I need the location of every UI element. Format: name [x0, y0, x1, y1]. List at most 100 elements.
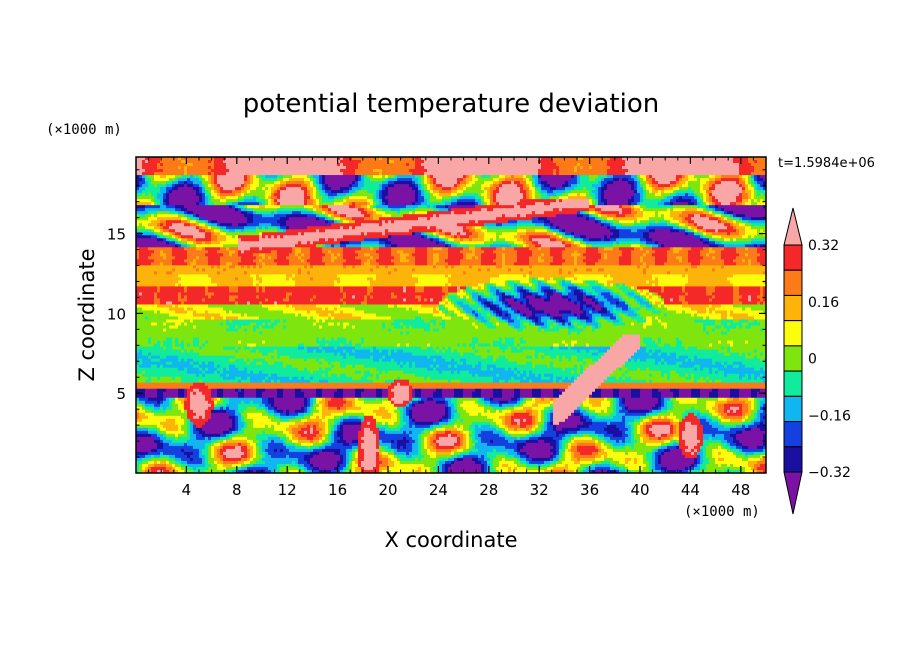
contour-cell	[289, 178, 305, 182]
contour-cell	[577, 175, 581, 179]
contour-cell	[661, 244, 665, 248]
contour-cell	[661, 190, 665, 194]
contour-cell	[301, 187, 308, 191]
contour-cell	[421, 298, 425, 303]
contour-cell	[316, 388, 323, 393]
contour-cell	[367, 196, 374, 200]
contour-cell	[580, 319, 587, 324]
contour-cell	[166, 388, 179, 393]
contour-cell	[469, 295, 473, 300]
contour-cell	[382, 187, 386, 191]
contour-cell	[631, 358, 635, 363]
contour-cell	[370, 292, 392, 297]
contour-cell	[379, 190, 383, 194]
contour-cell	[310, 184, 314, 188]
contour-cell	[193, 343, 200, 348]
contour-cell	[532, 238, 551, 242]
contour-cell	[745, 184, 749, 188]
contour-cell	[742, 199, 749, 203]
contour-cell	[445, 202, 452, 206]
contour-cell	[208, 304, 263, 309]
contour-cell	[175, 235, 179, 239]
contour-cell	[172, 190, 197, 194]
contour-cell	[409, 361, 413, 366]
contour-cell	[433, 190, 440, 194]
contour-cell	[586, 196, 593, 200]
contour-cell	[265, 187, 269, 191]
contour-cell	[532, 391, 542, 396]
contour-cell	[232, 253, 239, 257]
contour-cell	[634, 220, 638, 224]
contour-cell	[214, 232, 221, 236]
contour-cell	[442, 304, 446, 309]
contour-cell	[187, 214, 194, 218]
contour-cell	[568, 325, 575, 330]
contour-cell	[505, 340, 515, 345]
contour-cell	[550, 238, 557, 242]
contour-cell	[748, 340, 766, 345]
contour-cell	[397, 349, 404, 354]
contour-cell	[721, 250, 737, 254]
contour-cell	[199, 373, 203, 378]
contour-cell	[538, 316, 542, 321]
contour-cell	[352, 340, 362, 345]
contour-cell	[676, 361, 683, 366]
contour-cell	[421, 181, 425, 185]
contour-cell	[514, 337, 521, 342]
contour-cell	[544, 289, 554, 294]
contour-cell	[418, 277, 449, 281]
contour-cell	[229, 400, 242, 405]
contour-cell	[241, 208, 248, 212]
contour-cell	[343, 394, 356, 399]
contour-cell	[568, 238, 572, 242]
contour-cell	[289, 304, 293, 309]
contour-cell	[523, 274, 527, 278]
contour-cell	[742, 184, 746, 188]
contour-cell	[148, 184, 155, 188]
contour-cell	[691, 391, 701, 396]
contour-cell	[733, 304, 766, 309]
contour-cell	[220, 397, 224, 402]
contour-cell	[349, 196, 368, 200]
contour-cell	[199, 379, 203, 384]
contour-cell	[646, 175, 650, 179]
contour-cell	[283, 175, 293, 179]
contour-cell	[187, 394, 191, 399]
contour-cell	[706, 400, 716, 405]
contour-cell	[181, 283, 218, 288]
contour-cell	[145, 214, 152, 218]
contour-cell	[763, 367, 766, 372]
contour-cell	[199, 367, 203, 372]
contour-cell	[505, 283, 509, 288]
contour-cell	[721, 304, 734, 309]
contour-cell	[757, 349, 766, 354]
contour-cell	[484, 196, 488, 200]
contour-cell	[511, 307, 515, 312]
contour-cell	[613, 292, 620, 297]
contour-cell	[169, 238, 176, 242]
contour-cell	[478, 178, 494, 182]
contour-cell	[256, 283, 260, 288]
contour-cell	[271, 190, 275, 194]
contour-cell	[169, 211, 179, 215]
contour-cell	[646, 205, 674, 209]
contour-cell	[391, 397, 410, 402]
contour-cell	[412, 325, 431, 330]
contour-cell	[499, 184, 503, 188]
contour-cell	[616, 403, 620, 408]
contour-cell	[544, 397, 551, 402]
contour-cell	[331, 313, 353, 318]
contour-cell	[136, 286, 158, 291]
contour-cell	[577, 286, 581, 291]
contour-cell	[559, 310, 572, 315]
contour-cell	[574, 169, 578, 173]
contour-cell	[562, 250, 575, 254]
contour-cell	[286, 292, 293, 297]
contour-cell	[349, 184, 353, 188]
contour-cell	[157, 184, 167, 188]
contour-cell	[427, 250, 449, 254]
contour-cell	[193, 340, 200, 345]
contour-cell	[493, 355, 500, 360]
contour-cell	[166, 361, 173, 366]
contour-cell	[625, 400, 659, 405]
